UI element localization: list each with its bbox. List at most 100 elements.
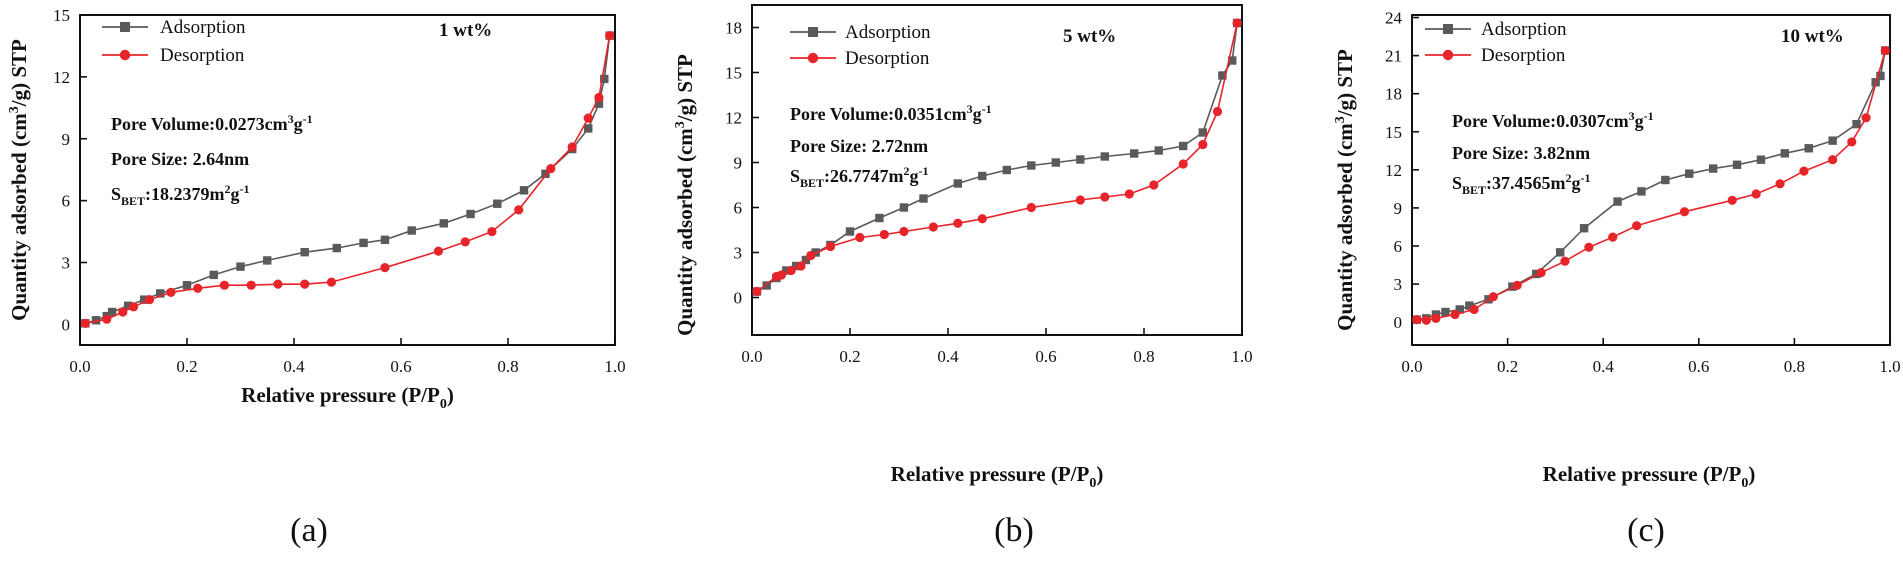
desorption-line xyxy=(85,35,611,325)
adsorption-point xyxy=(332,243,341,253)
x-tick-label: 0.2 xyxy=(176,357,197,376)
desorption-point xyxy=(1861,113,1871,123)
desorption-point xyxy=(605,31,615,41)
desorption-point xyxy=(273,279,283,289)
adsorption-point xyxy=(1228,56,1237,65)
desorption-point xyxy=(219,280,230,290)
adsorption-point xyxy=(791,261,801,271)
adsorption-point xyxy=(407,226,416,235)
chart-c: 0 3 6 9 12 15 18 21 24 0.0 0.2 0.4 0.6 0.8 1.0 Adsorp… xyxy=(1333,9,1901,549)
adsorption-point xyxy=(584,124,593,133)
x-axis-label-end: ) xyxy=(1748,462,1755,486)
adsorption-point xyxy=(782,266,791,275)
x-tick-label: 0.8 xyxy=(1133,347,1154,366)
desorption-point xyxy=(128,302,139,312)
desorption-point xyxy=(594,92,604,103)
desorption-point xyxy=(1799,166,1809,176)
plot-frame xyxy=(751,4,1243,336)
desorption-point xyxy=(1178,159,1188,169)
sbet-sup1: 2 xyxy=(225,182,231,196)
adsorption-point xyxy=(1756,155,1766,164)
sbet-symbol: S xyxy=(111,184,121,204)
desorption-point xyxy=(1751,189,1761,199)
pore-volume-unit: g xyxy=(973,104,982,124)
sbet-value: :18.2379m xyxy=(145,184,225,204)
sbet-sup2: -1 xyxy=(1581,171,1591,185)
legend-adsorption-label: Adsorption xyxy=(845,22,931,43)
y-tick-label: 6 xyxy=(62,192,71,211)
pore-volume-sup2: -1 xyxy=(1644,109,1654,123)
pore-volume-text: Pore Volume:0.0351cm xyxy=(790,104,967,124)
desorption-point xyxy=(1584,242,1594,252)
y-tick-label: 21 xyxy=(1385,47,1402,66)
x-tick-label: 0.2 xyxy=(1497,357,1518,376)
sbet-annotation: SBET:26.7747m2g-1 xyxy=(790,164,929,190)
y-axis-label-pre: Quantity adsorbed (cm xyxy=(673,128,697,336)
desorption-point xyxy=(1775,179,1785,189)
desorption-point xyxy=(1727,195,1737,205)
adsorption-point xyxy=(1076,155,1085,164)
desorption-point xyxy=(825,241,836,252)
desorption-point xyxy=(1450,309,1460,320)
y-tick-label: 3 xyxy=(734,244,743,263)
y-axis-label: Quantity adsorbed (cm3/g) STP xyxy=(673,54,697,336)
pore-volume-sup1: 3 xyxy=(967,102,973,116)
x-axis-label-main: Relative pressure (P/P xyxy=(891,462,1090,486)
x-tick-label: 1.0 xyxy=(1231,347,1252,366)
desorption-point xyxy=(1232,18,1242,28)
adsorption-point xyxy=(1876,71,1885,81)
desorption-point xyxy=(953,218,963,228)
adsorption-point xyxy=(359,238,368,248)
pore-volume-text: Pore Volume:0.0273cm xyxy=(111,114,288,134)
adsorption-point xyxy=(156,289,165,298)
pore-volume-sup2: -1 xyxy=(982,102,992,116)
desorption-point xyxy=(1560,256,1570,266)
desorption-point xyxy=(246,280,256,290)
adsorption-point xyxy=(919,194,928,203)
desorption-point xyxy=(806,250,816,261)
legend: Adsorption Desorption xyxy=(1425,19,1567,66)
desorption-point xyxy=(1488,292,1498,302)
y-tick-label: 6 xyxy=(1394,237,1403,256)
y-axis-label-post: /g) STP xyxy=(673,54,697,122)
adsorption-point xyxy=(466,209,475,219)
pore-size-annotation: Pore Size: 2.64nm xyxy=(111,149,249,169)
adsorption-point xyxy=(899,203,909,212)
legend-desorption-label: Desorption xyxy=(1481,45,1566,66)
adsorption-point xyxy=(600,74,609,84)
pore-volume-annotation: Pore Volume:0.0351cm3g-1 xyxy=(790,102,992,124)
x-tick-label: 1.0 xyxy=(1879,357,1900,376)
adsorption-point xyxy=(263,256,272,265)
pore-volume-text: Pore Volume:0.0307cm xyxy=(1452,111,1629,131)
pore-size-annotation: Pore Size: 3.82nm xyxy=(1452,143,1590,163)
sbet-sup2: -1 xyxy=(919,164,929,178)
adsorption-point xyxy=(845,227,855,236)
y-tick-label: 15 xyxy=(725,64,742,83)
legend-adsorption-label: Adsorption xyxy=(1481,19,1567,40)
desorption-point xyxy=(193,283,203,293)
legend-desorption-marker xyxy=(807,52,819,64)
x-tick-label: 0.6 xyxy=(390,357,411,376)
panel-subtitle: 1 wt% xyxy=(439,20,492,41)
x-tick-label: 0.8 xyxy=(497,357,518,376)
desorption-point xyxy=(1431,313,1441,323)
pore-volume-annotation: Pore Volume:0.0307cm3g-1 xyxy=(1452,109,1654,131)
adsorption-point xyxy=(300,247,309,257)
y-tick-label: 15 xyxy=(1385,123,1402,142)
desorption-point xyxy=(796,261,806,271)
panel-subtitle: 10 wt% xyxy=(1781,26,1844,47)
y-tick-label: 9 xyxy=(734,154,743,173)
sbet-unit: g xyxy=(910,166,919,186)
desorption-line xyxy=(756,22,1238,293)
adsorption-point xyxy=(1051,158,1060,167)
adsorption-point xyxy=(1455,305,1464,314)
adsorption-point xyxy=(380,235,390,245)
sbet-symbol: S xyxy=(790,166,800,186)
adsorption-point xyxy=(1685,169,1694,178)
y-tick-label: 3 xyxy=(1394,275,1403,294)
sbet-sup1: 2 xyxy=(1566,171,1572,185)
adsorption-point xyxy=(439,219,448,228)
sbet-annotation: SBET:18.2379m2g-1 xyxy=(111,182,250,208)
x-tick-label: 0.0 xyxy=(741,347,762,366)
x-axis-label-main: Relative pressure (P/P xyxy=(1543,462,1742,486)
